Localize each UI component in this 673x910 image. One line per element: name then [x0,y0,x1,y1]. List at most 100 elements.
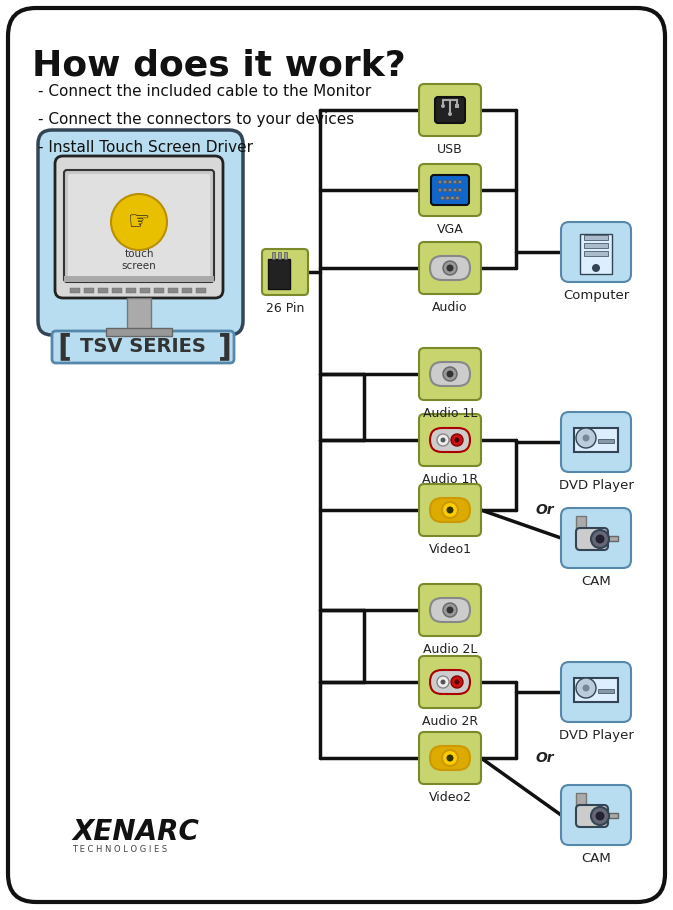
Bar [278,252,281,259]
Bar [84,288,94,293]
Circle shape [458,180,462,184]
Circle shape [443,603,457,617]
Text: Audio 2R: Audio 2R [422,715,478,728]
Bar [576,793,586,807]
Text: CAM: CAM [581,575,611,588]
FancyBboxPatch shape [419,584,481,636]
FancyBboxPatch shape [419,656,481,708]
Circle shape [446,265,454,271]
Circle shape [442,502,458,518]
FancyBboxPatch shape [561,662,631,722]
Circle shape [438,188,441,192]
Bar [272,252,275,259]
Text: Or: Or [536,751,555,765]
FancyBboxPatch shape [576,805,608,827]
Bar [196,288,206,293]
Text: - Install Touch Screen Driver: - Install Touch Screen Driver [38,140,253,155]
Circle shape [451,434,463,446]
Text: Audio: Audio [432,301,468,314]
Bar [126,288,136,293]
Bar [584,235,608,240]
Circle shape [446,507,454,513]
Text: CAM: CAM [581,852,611,865]
Bar [182,288,192,293]
FancyBboxPatch shape [419,484,481,536]
Circle shape [441,680,446,684]
Bar [598,439,614,443]
Circle shape [451,676,463,688]
Bar [98,288,108,293]
Circle shape [576,678,596,698]
Text: XENARC: XENARC [72,818,199,846]
Circle shape [583,434,590,441]
Circle shape [456,197,459,200]
Text: [: [ [57,332,71,361]
Bar [64,276,214,282]
Circle shape [442,750,458,766]
Text: USB: USB [437,143,463,156]
Circle shape [441,438,446,442]
Circle shape [441,197,444,200]
Text: DVD Player: DVD Player [559,729,633,742]
Text: ]: ] [218,332,232,361]
Text: - Connect the included cable to the Monitor: - Connect the included cable to the Moni… [38,84,371,99]
Bar [574,428,618,452]
Circle shape [444,188,447,192]
Circle shape [454,680,460,684]
FancyBboxPatch shape [430,256,470,280]
Circle shape [591,530,609,548]
Circle shape [446,197,450,200]
Text: Audio 1R: Audio 1R [422,473,478,486]
Circle shape [438,180,441,184]
FancyBboxPatch shape [419,242,481,294]
Circle shape [454,438,460,442]
Circle shape [441,104,445,108]
Circle shape [448,180,452,184]
FancyBboxPatch shape [55,156,223,298]
Circle shape [592,264,600,272]
Circle shape [453,180,457,184]
Circle shape [451,197,454,200]
FancyBboxPatch shape [419,414,481,466]
Text: How does it work?: How does it work? [32,48,406,82]
Text: Video1: Video1 [429,543,472,556]
Bar [455,104,459,108]
Text: Audio 2L: Audio 2L [423,643,477,656]
Bar [608,536,618,541]
FancyBboxPatch shape [8,8,665,902]
Circle shape [448,112,452,116]
FancyBboxPatch shape [430,428,470,452]
Bar [70,288,80,293]
Bar [584,243,608,248]
FancyBboxPatch shape [430,498,470,522]
Text: Or: Or [536,503,555,517]
Bar [584,251,608,256]
Text: ☞: ☞ [128,210,150,234]
Circle shape [576,428,596,448]
Circle shape [448,188,452,192]
FancyBboxPatch shape [68,174,210,278]
Text: Audio 1L: Audio 1L [423,407,477,420]
FancyBboxPatch shape [419,732,481,784]
Bar [154,288,164,293]
Circle shape [111,194,167,250]
FancyBboxPatch shape [435,97,465,123]
Circle shape [443,367,457,381]
FancyBboxPatch shape [64,170,214,282]
FancyBboxPatch shape [52,331,234,363]
Bar [112,288,122,293]
Bar [580,234,612,274]
Circle shape [453,188,457,192]
FancyBboxPatch shape [576,528,608,550]
FancyBboxPatch shape [419,84,481,136]
Circle shape [583,684,590,692]
Bar [168,288,178,293]
Circle shape [596,812,604,821]
FancyBboxPatch shape [419,348,481,400]
FancyBboxPatch shape [419,164,481,216]
FancyBboxPatch shape [430,670,470,694]
Text: T E C H N O L O G I E S: T E C H N O L O G I E S [72,845,167,854]
Circle shape [591,807,609,825]
Text: DVD Player: DVD Player [559,479,633,492]
Text: TSV SERIES: TSV SERIES [80,338,206,357]
